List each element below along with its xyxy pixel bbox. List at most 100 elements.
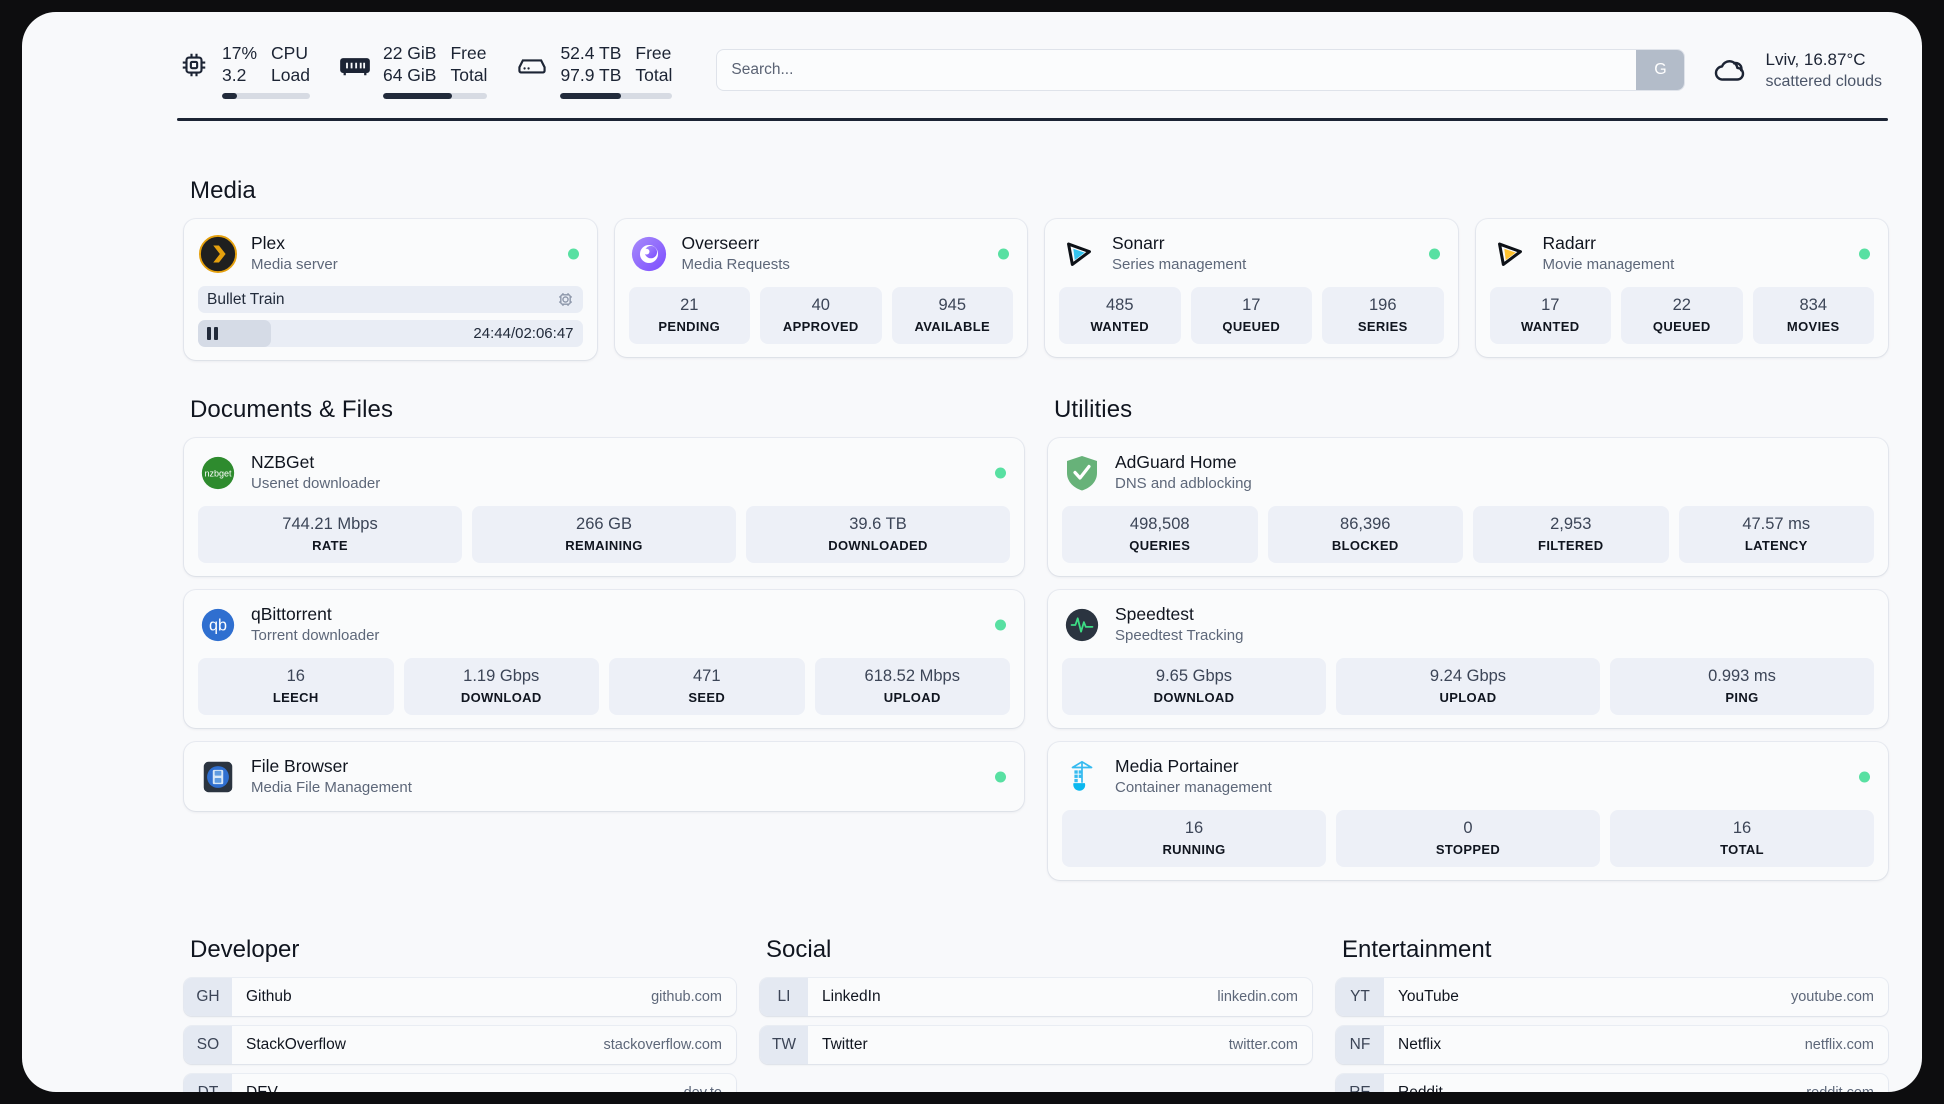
ram-icon: [338, 48, 372, 82]
bookmark-item[interactable]: DT DEV dev.to: [184, 1074, 736, 1092]
now-playing-row[interactable]: Bullet Train: [198, 286, 583, 313]
weather-location-temp: Lviv, 16.87°C: [1765, 49, 1866, 69]
card-header: Media Portainer Container management: [1062, 755, 1874, 798]
header-bar: 17% 3.2 CPU Load: [22, 12, 1922, 99]
service-card-radarr[interactable]: Radarr Movie management 17 WANTED 22 QUE…: [1475, 219, 1888, 357]
disk-icon: [515, 48, 549, 82]
utilities-column: Utilities AdGuard Home DNS and adblocki: [1048, 360, 1888, 880]
playback-elapsed: 24:44: [473, 325, 511, 342]
stat-value: 16: [286, 667, 305, 685]
stat-box: 86,396 BLOCKED: [1267, 506, 1463, 563]
stat-box: 9.24 Gbps UPLOAD: [1336, 658, 1600, 715]
bookmark-url: linkedin.com: [1217, 989, 1298, 1005]
stat-caption: SEED: [688, 690, 726, 705]
stat-caption: SERIES: [1357, 319, 1408, 334]
status-indicator-online: [998, 248, 1009, 259]
stat-box: 471 SEED: [609, 658, 805, 715]
stat-caption: DOWNLOAD: [1153, 690, 1235, 705]
service-card-overseerr[interactable]: Overseerr Media Requests 21 PENDING 40 A…: [614, 219, 1027, 357]
stats-row: 9.65 Gbps DOWNLOAD 9.24 Gbps UPLOAD 0.99…: [1062, 658, 1874, 715]
stat-box: 47.57 ms LATENCY: [1678, 506, 1874, 563]
bookmark-url: twitter.com: [1228, 1037, 1298, 1053]
bookmark-item[interactable]: LI LinkedIn linkedin.com: [760, 978, 1312, 1016]
plex-settings-icon[interactable]: [557, 291, 574, 308]
weather-widget[interactable]: Lviv, 16.87°C scattered clouds: [1711, 48, 1888, 93]
bookmark-item[interactable]: RE Reddit reddit.com: [1336, 1074, 1888, 1092]
stat-caption: LATENCY: [1744, 538, 1808, 553]
stat-caption: MOVIES: [1786, 319, 1840, 334]
service-name: qBittorrent: [251, 604, 332, 624]
search-submit-button[interactable]: G: [1636, 50, 1685, 90]
search-input[interactable]: [716, 49, 1686, 91]
stat-value: 834: [1799, 296, 1828, 314]
playback-progress-bar[interactable]: 24:44/02:06:47: [198, 320, 583, 347]
service-card-speedtest[interactable]: Speedtest Speedtest Tracking 9.65 Gbps D…: [1048, 590, 1888, 728]
bookmark-name: YouTube: [1398, 988, 1459, 1005]
stat-caption: DOWNLOAD: [460, 690, 542, 705]
stat-caption: WANTED: [1521, 319, 1580, 334]
sonarr-logo-icon: [1059, 234, 1099, 274]
adguard-logo-icon: [1062, 453, 1102, 493]
service-card-adguard-home[interactable]: AdGuard Home DNS and adblocking 498,508 …: [1048, 438, 1888, 576]
service-subtitle: Movie management: [1542, 256, 1675, 273]
stat-box: 266 GB REMAINING: [472, 506, 736, 563]
pause-icon[interactable]: [207, 327, 218, 340]
bookmark-name: Github: [246, 988, 292, 1005]
stat-value: 744.21 Mbps: [282, 515, 378, 533]
stat-box: 498,508 QUERIES: [1062, 506, 1258, 563]
service-subtitle: Media Requests: [681, 256, 790, 273]
section-title-media: Media: [190, 177, 256, 204]
stat-box: 834 MOVIES: [1752, 287, 1874, 344]
bookmark-group-social: Social LI LinkedIn linkedin.com TW Twitt…: [760, 936, 1312, 1092]
stat-box: 39.6 TB DOWNLOADED: [746, 506, 1010, 563]
bookmark-item[interactable]: TW Twitter twitter.com: [760, 1026, 1312, 1064]
stat-value: 9.65 Gbps: [1155, 667, 1233, 685]
media-cards-row: Plex Media server Bullet Train: [184, 219, 1888, 360]
stat-value: 39.6 TB: [849, 515, 907, 533]
stat-value: 2,953: [1550, 515, 1592, 533]
stat-value: 945: [938, 296, 967, 314]
stat-caption: REMAINING: [565, 538, 643, 553]
stat-box: 945 AVAILABLE: [891, 287, 1013, 344]
filebrowser-logo-icon: [198, 757, 238, 797]
stats-row: 16 LEECH 1.19 Gbps DOWNLOAD 471 SEED 6: [198, 658, 1010, 715]
stat-caption: UPLOAD: [883, 690, 941, 705]
bookmark-badge: TW: [760, 1026, 808, 1064]
stat-box: 2,953 FILTERED: [1473, 506, 1669, 563]
service-card-filebrowser[interactable]: File Browser Media File Management: [184, 742, 1024, 811]
service-subtitle: DNS and adblocking: [1115, 475, 1252, 492]
bookmark-badge: SO: [184, 1026, 232, 1064]
stat-caption: QUERIES: [1129, 538, 1191, 553]
stat-caption: QUEUED: [1652, 319, 1711, 334]
bookmark-name: StackOverflow: [246, 1036, 346, 1053]
card-header: Radarr Movie management: [1490, 232, 1875, 275]
service-card-qbittorrent[interactable]: qb qBittorrent Torrent downloader 16 LEE…: [184, 590, 1024, 728]
stat-caption: PENDING: [658, 319, 721, 334]
stats-row: 485 WANTED 17 QUEUED 196 SERIES: [1059, 287, 1444, 344]
bookmark-badge: GH: [184, 978, 232, 1016]
service-name: Plex: [251, 233, 286, 253]
stat-box: 40 APPROVED: [760, 287, 882, 344]
bookmarks-area: Developer GH Github github.com SO StackO…: [184, 936, 1888, 1092]
stat-box: 17 WANTED: [1489, 287, 1611, 344]
bookmark-item[interactable]: GH Github github.com: [184, 978, 736, 1016]
stat-value: 16: [1184, 819, 1204, 837]
bookmark-url: youtube.com: [1790, 989, 1874, 1005]
service-card-plex[interactable]: Plex Media server Bullet Train: [184, 219, 597, 360]
service-subtitle: Series management: [1112, 256, 1247, 273]
main-content: Media Plex Media server: [22, 177, 1922, 1092]
service-card-media-portainer[interactable]: Media Portainer Container management 16 …: [1048, 742, 1888, 880]
now-playing-title: Bullet Train: [207, 290, 285, 308]
bookmark-item[interactable]: SO StackOverflow stackoverflow.com: [184, 1026, 736, 1064]
service-card-sonarr[interactable]: Sonarr Series management 485 WANTED 17 Q…: [1045, 219, 1458, 357]
memory-label-top: Free: [450, 42, 487, 63]
bookmark-item[interactable]: NF Netflix netflix.com: [1336, 1026, 1888, 1064]
cpu-stat-group: 17% 3.2 CPU Load: [177, 42, 310, 99]
stat-value: 9.24 Gbps: [1429, 667, 1507, 685]
service-name: Radarr: [1542, 233, 1597, 253]
stat-caption: QUEUED: [1222, 319, 1281, 334]
service-card-nzbget[interactable]: nzbget NZBGet Usenet downloader 744.21 M…: [184, 438, 1024, 576]
bookmark-item[interactable]: YT YouTube youtube.com: [1336, 978, 1888, 1016]
disk-label-bottom: Total: [635, 64, 673, 85]
bookmark-name: Netflix: [1398, 1036, 1442, 1053]
